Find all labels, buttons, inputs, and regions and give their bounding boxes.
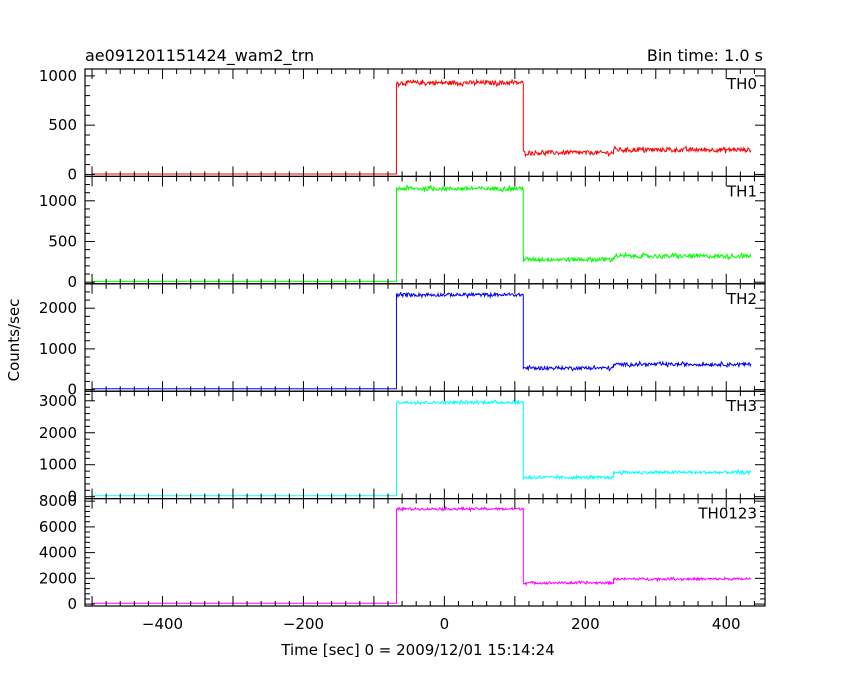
- y-tick-label: 500: [48, 116, 77, 134]
- panel-frame: [84, 390, 766, 500]
- panel-th1: TH1 0 500 1000: [39, 175, 766, 291]
- y-tick-label: 3000: [39, 392, 77, 410]
- panels-group: TH005001000TH105001000TH2010002000TH3010…: [39, 67, 766, 633]
- y-tick-label: 0: [67, 273, 77, 291]
- y-axis-label: Counts/sec: [5, 299, 23, 382]
- y-tick-label: 8000: [39, 492, 77, 510]
- y-tick-label: 1000: [39, 340, 77, 358]
- y-tick-label: 2000: [39, 569, 77, 587]
- y-tick-label: 2000: [39, 299, 77, 317]
- x-axis-label: Time [sec] 0 = 2009/12/01 15:14:24: [280, 641, 554, 659]
- series-line-th2: [92, 291, 752, 390]
- x-tick-label: 0: [440, 615, 450, 633]
- panel-th0: TH0 0 500 1000: [39, 67, 766, 183]
- panel-label-th2: TH2: [726, 290, 757, 308]
- y-tick-label: 0: [67, 595, 77, 613]
- series-line-th0123: [92, 505, 752, 604]
- x-tick-label: 400: [712, 615, 741, 633]
- panel-th2: TH2 0 1000 2000: [39, 283, 766, 399]
- panel-label-th0: TH0: [726, 75, 757, 93]
- panel-frame: [84, 175, 766, 285]
- x-tick-label: −400: [142, 615, 183, 633]
- y-tick-label: 0: [67, 381, 77, 399]
- x-tick-label: −200: [283, 615, 324, 633]
- chart-title: ae091201151424_wam2_trn: [85, 46, 314, 66]
- panel-frame: [84, 498, 766, 607]
- panel-th0123: TH0123 0 2000 4000 6000 8000: [39, 492, 766, 613]
- panel-label-th3: TH3: [726, 397, 757, 415]
- series-line-th1: [92, 183, 752, 282]
- panel-label-th0123: TH0123: [697, 505, 757, 523]
- bin-time-label: Bin time: 1.0 s: [647, 46, 763, 65]
- x-tick-label: 200: [571, 615, 600, 633]
- y-tick-label: 0: [67, 488, 77, 506]
- panel-th3: TH3 0 1000 2000 3000: [39, 390, 766, 506]
- panel-frame: [84, 283, 766, 392]
- panel-label-th1: TH1: [726, 182, 757, 200]
- series-line-th3: [92, 398, 752, 497]
- y-tick-label: 1000: [39, 67, 77, 85]
- y-tick-label: 1000: [39, 192, 77, 210]
- y-tick-label: 2000: [39, 424, 77, 442]
- y-tick-label: 1000: [39, 456, 77, 474]
- y-tick-label: 4000: [39, 544, 77, 562]
- y-tick-label: 500: [48, 232, 77, 250]
- series-line-th0: [92, 78, 752, 175]
- y-tick-label: 0: [67, 165, 77, 183]
- y-tick-label: 6000: [39, 518, 77, 536]
